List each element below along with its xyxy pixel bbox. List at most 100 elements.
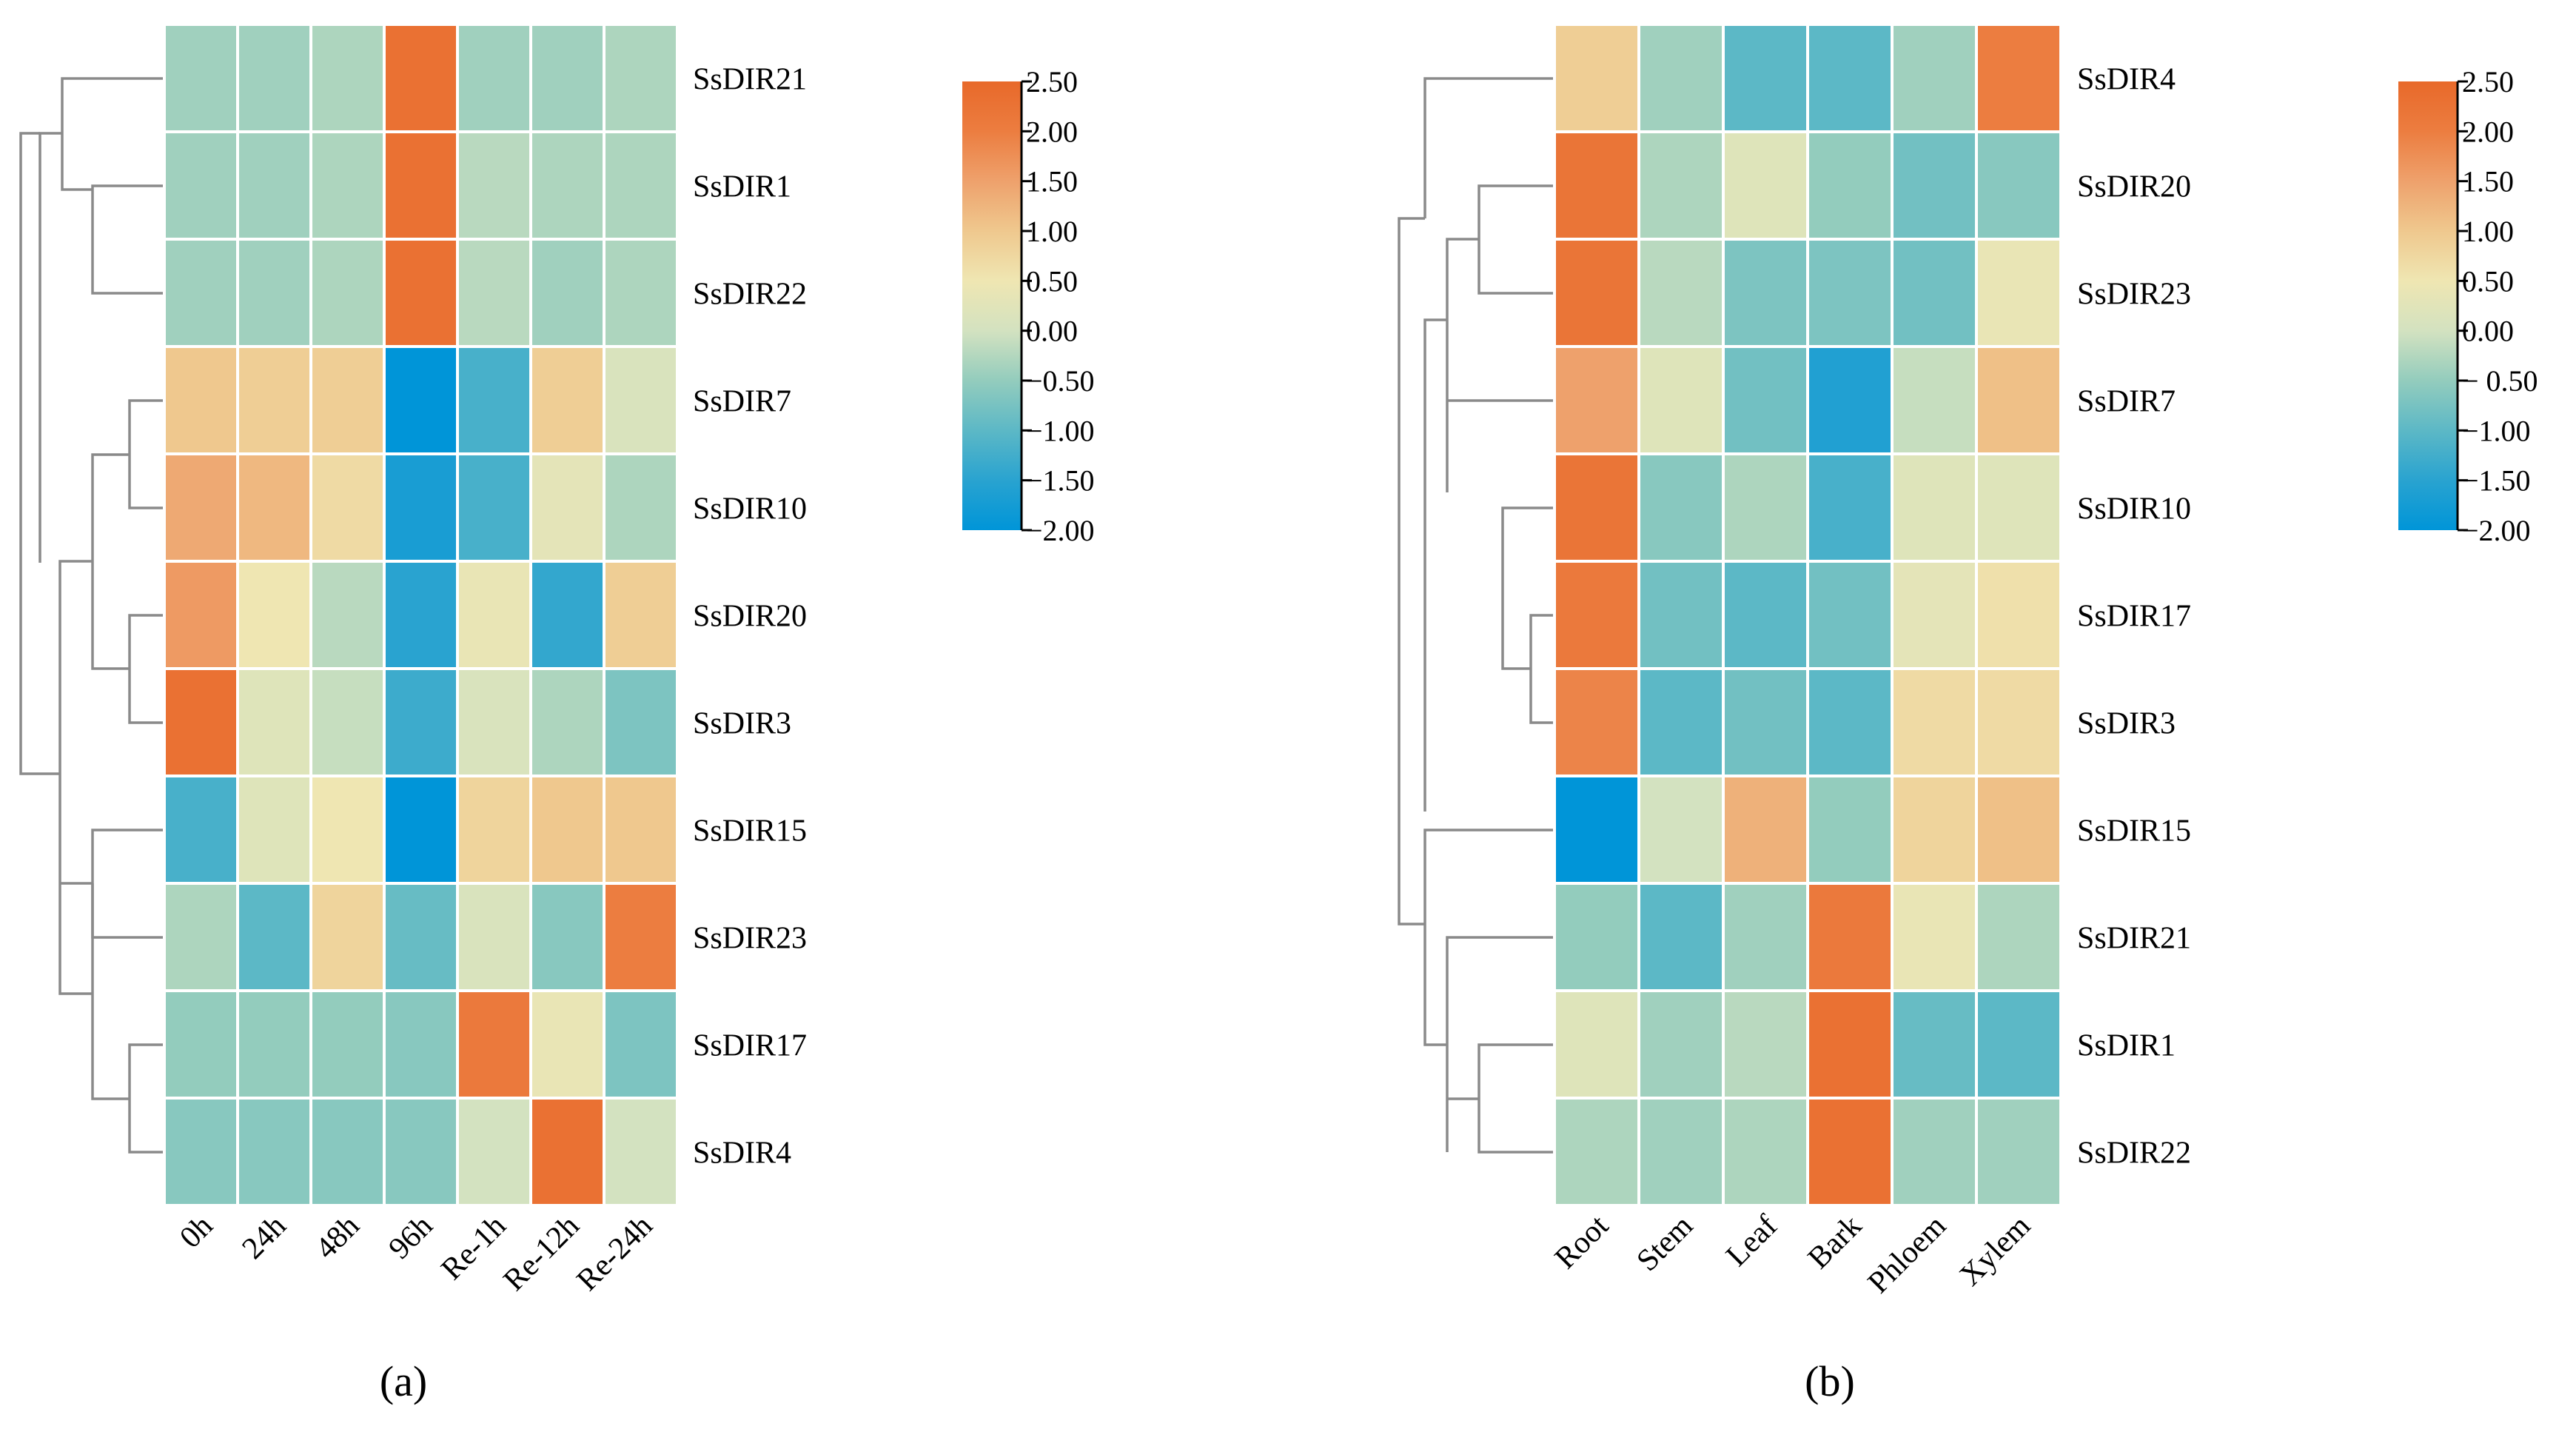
panel-a-colorbar-ticks: 2.50 2.00 1.50 1.00 0.50 0.00 −0.50 −1.00 −1.50 −… (1022, 65, 1095, 547)
panel-a-cell-9-3 (383, 989, 459, 1100)
panel-b-colorbar-gradient (2398, 81, 2458, 530)
panel-b-cell-3-1 (1637, 345, 1725, 455)
panel-a-row-label: SsDIR3 (693, 707, 791, 741)
panel-b-cell-8-1 (1637, 882, 1725, 992)
panel-b-cell-0-3 (1806, 23, 1894, 133)
panel-a-cell-2-1 (236, 238, 312, 348)
panel-b-cell-3-0 (1553, 345, 1640, 455)
panel-a-label: (a) (380, 1357, 427, 1405)
panel-a-colorbar-tick-label: 2.50 (1026, 65, 1078, 98)
panel-b-colorbar-tick-label: 0.00 (2462, 315, 2514, 348)
panel-a-cell-8-3 (383, 882, 459, 992)
panel-a-cell-10-4 (456, 1097, 532, 1207)
panel-b-row-label: SsDIR1 (2077, 1029, 2176, 1063)
panel-a-cell-2-0 (163, 238, 239, 348)
panel-b-cell-0-1 (1637, 23, 1725, 133)
panel-b-cell-5-5 (1975, 560, 2062, 670)
panel-a-cell-9-4 (456, 989, 532, 1100)
panel-b-cell-6-0 (1553, 667, 1640, 777)
panel-a-cell-6-0 (163, 667, 239, 777)
panel-a-cell-7-0 (163, 774, 239, 885)
panel-a-colorbar: 2.50 2.00 1.50 1.00 0.50 0.00 −0.50 −1.00 −1.50 −… (962, 65, 1095, 547)
panel-a-row-labels: SsDIR21 SsDIR1 SsDIR22 SsDIR7 SsDIR10 SsDIR20… (693, 63, 807, 1171)
panel-a-cell-0-1 (236, 23, 312, 133)
panel-b-colorbar-tick-label: −2.00 (2462, 514, 2531, 547)
panel-a-cell-6-5 (529, 667, 606, 777)
panel-a-cell-0-5 (529, 23, 606, 133)
panel-b-cell-8-4 (1891, 882, 1978, 992)
panel-b-cell-3-3 (1806, 345, 1894, 455)
panel-b-cell-4-3 (1806, 452, 1894, 563)
panel-b-cell-3-2 (1722, 345, 1809, 455)
panel-b-row-label: SsDIR3 (2077, 707, 2176, 741)
panel-a-cell-6-6 (603, 667, 679, 777)
panel-a-cell-10-6 (603, 1097, 679, 1207)
panel-b-cell-0-0 (1553, 23, 1640, 133)
panel-a-cell-5-6 (603, 560, 679, 670)
panel-a-cell-4-4 (456, 452, 532, 563)
panel-a-row-label: SsDIR21 (693, 63, 807, 97)
panel-b-cell-9-1 (1637, 989, 1725, 1100)
panel-a-cell-6-3 (383, 667, 459, 777)
panel-a-cell-7-5 (529, 774, 606, 885)
panel-a-cell-3-5 (529, 345, 606, 455)
panel-a-colorbar-tick-label: 0.50 (1026, 264, 1078, 298)
panel-a-cell-2-4 (456, 238, 532, 348)
panel-a-cell-1-6 (603, 130, 679, 241)
panel-a-colorbar-tick-label: 1.50 (1026, 165, 1078, 198)
panel-b-cell-2-4 (1891, 238, 1978, 348)
panel-a-cell-9-0 (163, 989, 239, 1100)
panel-a-cell-4-2 (309, 452, 386, 563)
panel-b-colorbar-ticks: 2.50 2.00 1.50 1.00 0.50 0.00 − 0.50 −1.00 −1.50… (2458, 65, 2538, 547)
panel-b-cell-10-2 (1722, 1097, 1809, 1207)
panel-b-cell-6-3 (1806, 667, 1894, 777)
panel-b-cell-7-3 (1806, 774, 1894, 885)
panel-b-cell-2-5 (1975, 238, 2062, 348)
panel-a-row-label: SsDIR4 (693, 1137, 791, 1171)
panel-a-cell-10-1 (236, 1097, 312, 1207)
panel-a-cell-3-3 (383, 345, 459, 455)
panel-a-cell-0-4 (456, 23, 532, 133)
panel-b-colorbar-tick-label: −1.00 (2462, 414, 2531, 447)
panel-a-cell-7-4 (456, 774, 532, 885)
panel-a-cell-7-1 (236, 774, 312, 885)
panel-a-cell-10-5 (529, 1097, 606, 1207)
panel-b-column-label: Root (1549, 1208, 1616, 1276)
panel-a-cell-5-5 (529, 560, 606, 670)
panel-b-colorbar-tick-label: 1.50 (2462, 165, 2514, 198)
panel-b-cell-9-5 (1975, 989, 2062, 1100)
panel-b-cell-2-1 (1637, 238, 1725, 348)
panel-b-row-labels: SsDIR4 SsDIR20 SsDIR23 SsDIR7 SsDIR10 SsDIR17… (2077, 63, 2191, 1171)
panel-a-cell-2-3 (383, 238, 459, 348)
panel-b-row-label: SsDIR22 (2077, 1137, 2191, 1171)
panel-a-colorbar-tick-label: 0.00 (1026, 315, 1078, 348)
panel-a: SsDIR21 SsDIR1 SsDIR22 SsDIR7 SsDIR10 SsDIR20… (19, 23, 1095, 1405)
panel-b-colorbar-tick-label: −1.50 (2462, 464, 2531, 498)
panel-a-cell-3-2 (309, 345, 386, 455)
panel-b-cell-1-0 (1553, 130, 1640, 241)
panel-b-cell-0-2 (1722, 23, 1809, 133)
panel-b-cell-2-2 (1722, 238, 1809, 348)
panel-a-dendrogram (19, 77, 164, 1154)
panel-b-cell-1-5 (1975, 130, 2062, 241)
panel-a-cell-2-2 (309, 238, 386, 348)
panel-b-colorbar-tick-label: 2.00 (2462, 115, 2514, 148)
panel-b-cell-1-1 (1637, 130, 1725, 241)
panel-a-cell-3-4 (456, 345, 532, 455)
panel-a-cell-7-6 (603, 774, 679, 885)
panel-a-row-label: SsDIR7 (693, 385, 791, 419)
panel-b-column-label: Stem (1630, 1208, 1700, 1278)
panel-b-colorbar: 2.50 2.00 1.50 1.00 0.50 0.00 − 0.50 −1.00 −1.50… (2398, 65, 2538, 547)
panel-a-cell-6-2 (309, 667, 386, 777)
panel-b-cell-5-1 (1637, 560, 1725, 670)
panel-a-column-label: 24h (235, 1209, 292, 1266)
panel-a-colorbar-gradient (962, 81, 1022, 530)
panel-a-cell-4-3 (383, 452, 459, 563)
panel-a-colorbar-tick-label: −1.50 (1026, 464, 1095, 498)
panel-b-row-label: SsDIR20 (2077, 170, 2191, 204)
panel-a-cell-3-0 (163, 345, 239, 455)
panel-b-cell-2-3 (1806, 238, 1894, 348)
panel-b-cell-10-0 (1553, 1097, 1640, 1207)
panel-a-cell-8-6 (603, 882, 679, 992)
